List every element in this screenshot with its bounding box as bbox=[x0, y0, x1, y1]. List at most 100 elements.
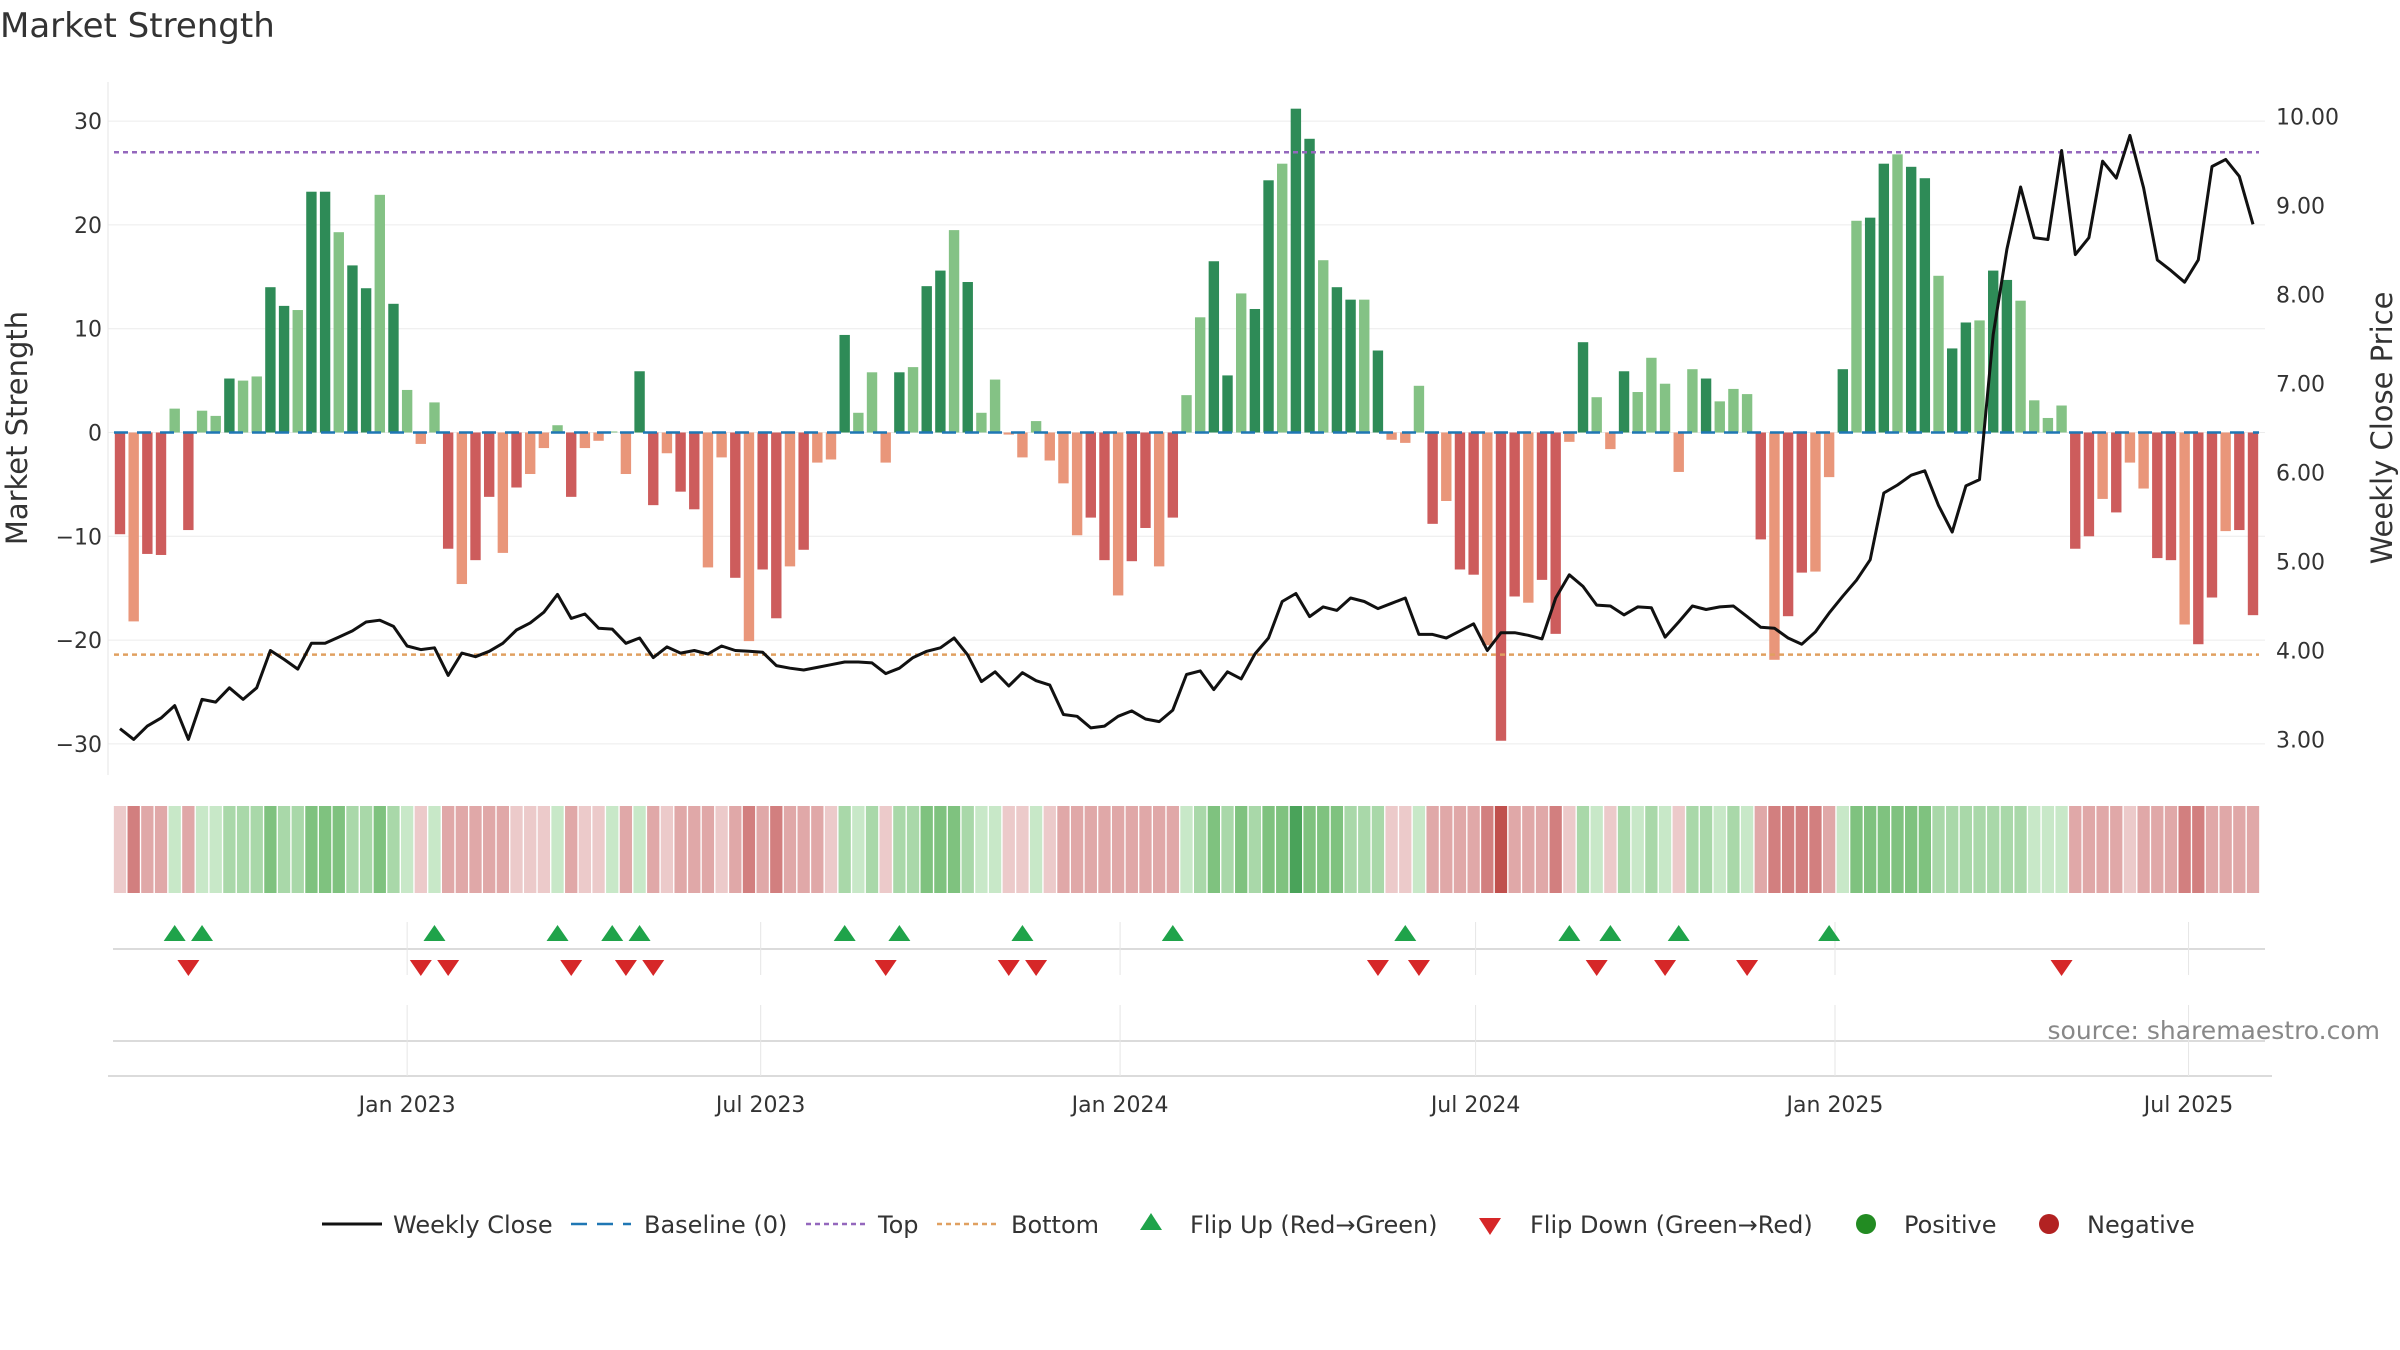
strip-cell bbox=[154, 806, 168, 893]
flip-down-marker bbox=[1585, 960, 1608, 976]
strip-cell bbox=[756, 806, 769, 893]
strip-cell bbox=[647, 806, 660, 893]
left-axis: 30 20 10 0 −10 −20 −30 bbox=[56, 110, 102, 758]
strength-bar bbox=[1673, 432, 1684, 472]
strength-bar bbox=[2152, 432, 2163, 559]
strip-cell bbox=[195, 806, 209, 893]
strip-cell bbox=[236, 806, 250, 893]
strength-bar bbox=[1441, 432, 1452, 501]
strip-cell bbox=[1699, 806, 1713, 893]
strength-bar bbox=[1194, 317, 1206, 433]
y2-tick-label: 5.00 bbox=[2276, 550, 2325, 575]
strength-bar bbox=[2029, 400, 2040, 433]
strength-bar bbox=[1796, 432, 1807, 573]
weekly-close-line bbox=[119, 133, 2255, 741]
flip-up-marker bbox=[423, 925, 446, 941]
strip-cell bbox=[2014, 806, 2027, 893]
legend-item: Flip Down (Green→Red) bbox=[1479, 1211, 1813, 1239]
strip-cell bbox=[428, 806, 441, 893]
strip-cell bbox=[865, 806, 879, 893]
strip-cell bbox=[1248, 806, 1262, 893]
legend-dot-icon bbox=[2039, 1214, 2059, 1234]
strip-cell bbox=[1125, 806, 1138, 893]
strip-cell bbox=[975, 806, 988, 893]
strip-cell bbox=[387, 806, 400, 893]
strength-bar bbox=[1919, 178, 1931, 433]
strength-bar bbox=[1482, 432, 1493, 646]
strength-bar bbox=[2083, 432, 2095, 537]
strip-cell bbox=[988, 806, 1002, 893]
strength-bar bbox=[1304, 138, 1315, 433]
strength-bar bbox=[730, 432, 741, 578]
strip-cell bbox=[1016, 806, 1029, 893]
strength-bar bbox=[853, 412, 864, 433]
strip-cell bbox=[961, 806, 974, 893]
strip-cell bbox=[824, 806, 838, 893]
strip-cell bbox=[852, 806, 865, 893]
strength-bar bbox=[183, 432, 194, 531]
strip-cell bbox=[879, 806, 892, 893]
strength-bar bbox=[1400, 432, 1411, 443]
strength-bar bbox=[1741, 394, 1753, 433]
flip-down-marker bbox=[614, 960, 637, 976]
x-tick-label: Jul 2025 bbox=[2142, 1093, 2234, 1118]
strip-cell bbox=[1891, 806, 1904, 893]
strength-bar bbox=[593, 432, 604, 441]
legend-dot-icon bbox=[1856, 1214, 1876, 1234]
strip-cell bbox=[1317, 806, 1330, 893]
strength-bar bbox=[1235, 293, 1247, 433]
strip-cell bbox=[920, 806, 933, 893]
strength-bar bbox=[812, 432, 823, 463]
strength-bar bbox=[1126, 432, 1138, 562]
strip-cell bbox=[141, 806, 154, 893]
strength-bar bbox=[2165, 432, 2177, 561]
strip-cell bbox=[1727, 806, 1740, 893]
strength-bar bbox=[374, 194, 385, 433]
flip-up-marker bbox=[833, 925, 856, 941]
strip-cell bbox=[1590, 806, 1603, 893]
strip-cell bbox=[2055, 806, 2068, 893]
strip-cell bbox=[1946, 806, 1959, 893]
strip-cell bbox=[838, 806, 851, 893]
strip-cell bbox=[715, 806, 728, 893]
strength-bar bbox=[1769, 432, 1780, 660]
strength-bar bbox=[1536, 432, 1548, 580]
strength-bar bbox=[1933, 275, 1944, 433]
strength-bar bbox=[839, 334, 850, 433]
strip-cell bbox=[1809, 806, 1822, 893]
strip-cell bbox=[1672, 806, 1685, 893]
strip-cell bbox=[1453, 806, 1467, 893]
strip-cell bbox=[1740, 806, 1754, 893]
strip-cell bbox=[1166, 806, 1179, 893]
flip-markers bbox=[113, 922, 2265, 976]
strip-cell bbox=[1686, 806, 1699, 893]
strength-bar bbox=[894, 372, 905, 433]
strength-bar bbox=[1878, 163, 1890, 433]
strip-cell bbox=[2041, 806, 2055, 893]
chart-title: Market Strength bbox=[0, 6, 275, 46]
strength-bar bbox=[1071, 432, 1083, 536]
strength-bar bbox=[2111, 432, 2122, 513]
strength-bar bbox=[2220, 432, 2231, 532]
flip-down-marker bbox=[409, 960, 432, 976]
strip-cell bbox=[1235, 806, 1248, 893]
x-tick-label: Jan 2023 bbox=[357, 1093, 456, 1118]
strength-bar bbox=[1263, 180, 1274, 433]
strength-bar bbox=[634, 371, 645, 433]
strip-cell bbox=[1221, 806, 1234, 893]
strength-bar bbox=[333, 232, 344, 433]
strip-cell bbox=[414, 806, 427, 893]
strip-cell bbox=[1494, 806, 1508, 893]
strength-bar bbox=[1331, 287, 1343, 433]
strip-cell bbox=[223, 806, 236, 893]
strip-cell bbox=[1180, 806, 1193, 893]
strip-cell bbox=[934, 806, 947, 893]
flip-up-marker bbox=[1558, 925, 1581, 941]
strip-cell bbox=[524, 806, 537, 893]
strength-bar bbox=[401, 389, 413, 433]
right-axis: 10.00 9.00 8.00 7.00 6.00 5.00 4.00 3.00 bbox=[2276, 106, 2339, 754]
strip-cell bbox=[510, 806, 523, 893]
strength-bar bbox=[511, 432, 522, 488]
strip-cell bbox=[127, 806, 140, 893]
strip-cell bbox=[2082, 806, 2096, 893]
